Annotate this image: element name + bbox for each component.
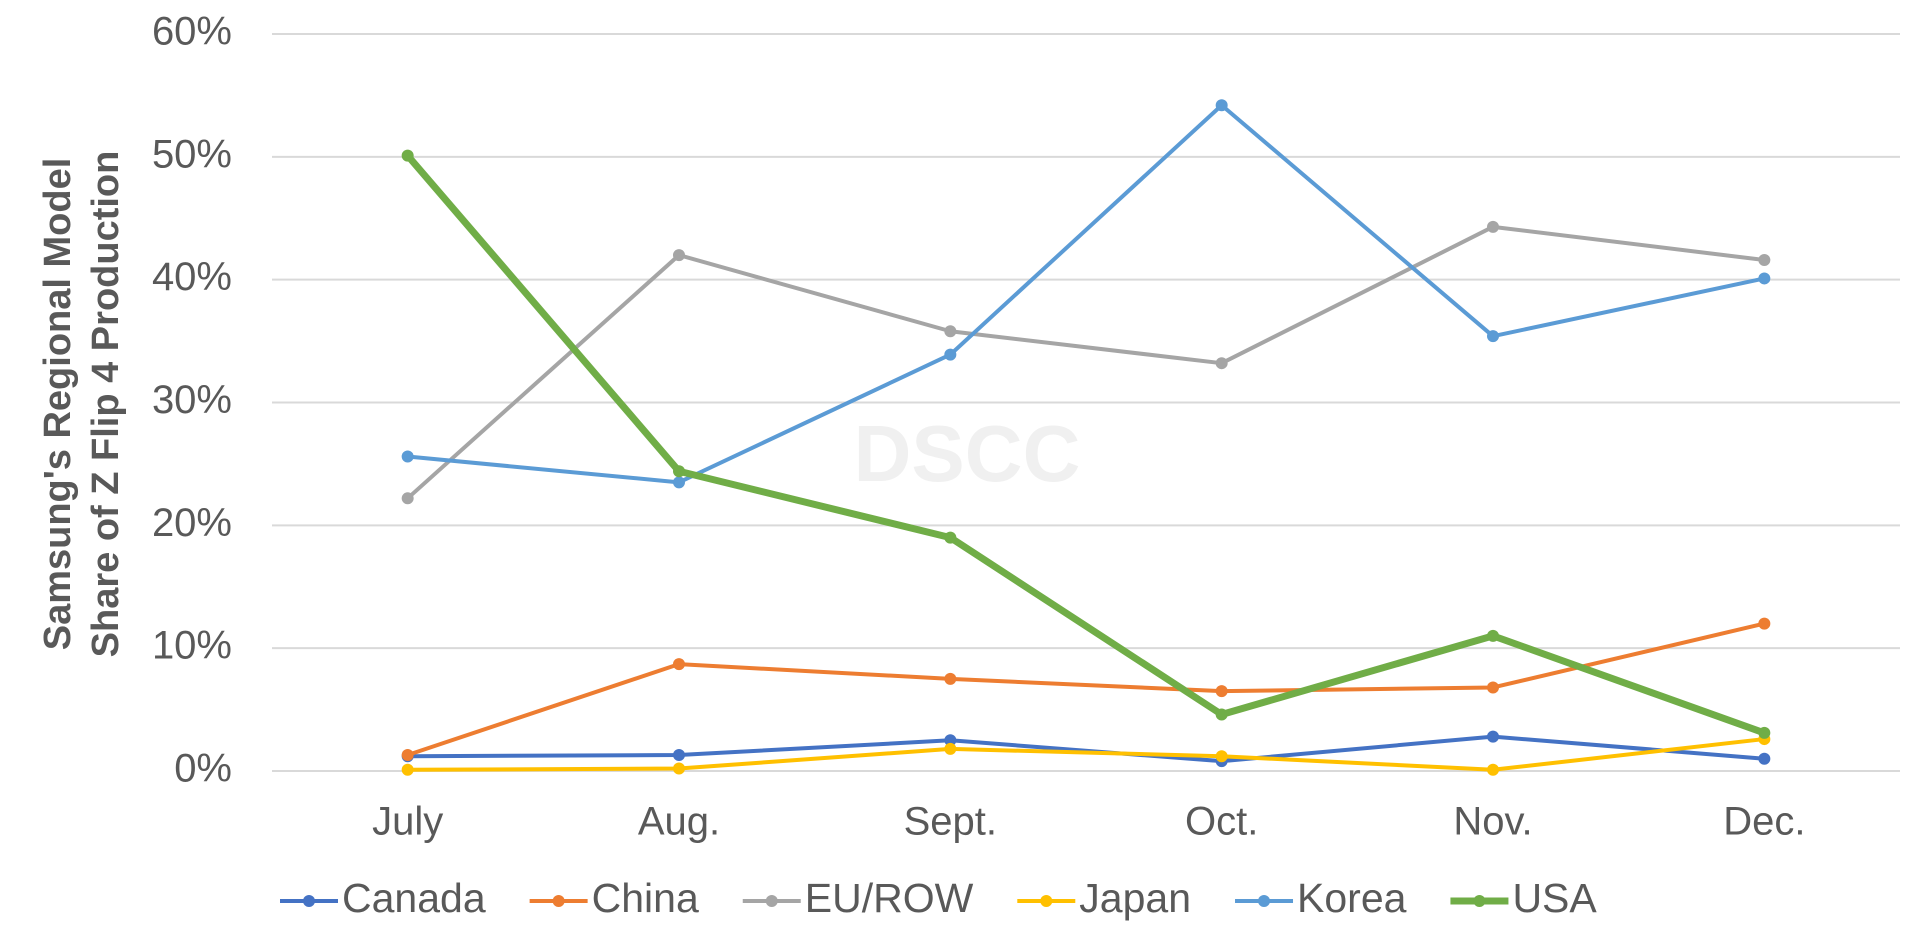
x-tick-label: Nov. — [1453, 800, 1532, 844]
point — [673, 476, 685, 489]
series-line — [407, 103, 1765, 485]
point — [1487, 730, 1499, 743]
y-tick-label: 40% — [152, 255, 232, 299]
legend-marker — [765, 895, 778, 907]
point — [944, 742, 957, 755]
point — [1215, 99, 1228, 112]
point — [944, 348, 957, 361]
y-axis-title-line: Share of Z Flip 4 Production — [85, 151, 127, 658]
point — [1215, 685, 1228, 698]
point — [1215, 708, 1228, 721]
point — [1758, 752, 1771, 765]
point — [944, 672, 957, 685]
point — [401, 149, 414, 162]
legend-marker — [1258, 895, 1271, 907]
point — [944, 325, 957, 338]
point — [944, 734, 957, 747]
point — [401, 492, 414, 505]
y-tick-label: 60% — [152, 10, 232, 54]
point — [673, 249, 685, 262]
point — [673, 658, 685, 671]
legend-label: Canada — [342, 875, 486, 921]
point — [1487, 763, 1499, 776]
y-tick-label: 50% — [152, 132, 232, 176]
point — [1758, 254, 1771, 267]
legend-marker — [303, 895, 315, 907]
point — [1758, 272, 1771, 285]
legend-marker — [552, 895, 565, 907]
legend-label: Korea — [1297, 875, 1407, 921]
point — [1215, 357, 1228, 370]
point — [401, 763, 414, 776]
point — [1487, 681, 1499, 694]
y-tick-label: 10% — [152, 624, 232, 668]
x-tick-label: Dec. — [1723, 800, 1805, 844]
series-line — [407, 621, 1765, 757]
point — [673, 465, 685, 478]
point — [401, 450, 414, 463]
series-line — [407, 734, 1765, 764]
x-tick-label: Sept. — [904, 800, 997, 844]
point — [1487, 330, 1499, 343]
y-tick-label: 30% — [152, 378, 232, 422]
point — [673, 762, 685, 775]
legend-marker — [1040, 895, 1053, 907]
legend-label: EU/ROW — [805, 875, 974, 921]
series-line — [406, 224, 1765, 500]
series-line — [407, 737, 1765, 772]
x-tick-label: Oct. — [1185, 800, 1258, 844]
point — [673, 749, 685, 762]
y-axis-title-line: Samsung's Regional Model — [37, 158, 79, 651]
x-tick-label: July — [372, 800, 443, 844]
point — [1758, 726, 1771, 739]
point — [1487, 220, 1499, 233]
watermark: DSCC — [854, 409, 1081, 498]
legend-label: China — [592, 875, 699, 921]
series-line — [405, 153, 1766, 737]
point — [944, 531, 957, 544]
y-tick-label: 20% — [152, 501, 232, 545]
point — [1215, 750, 1228, 763]
legend-label: USA — [1512, 875, 1597, 921]
y-axis-title: Samsung's Regional Model Share of Z Flip… — [37, 151, 127, 658]
x-tick-label: Aug. — [638, 800, 720, 844]
legend-marker — [1473, 895, 1486, 907]
point — [1758, 617, 1771, 630]
point — [1487, 629, 1499, 642]
legend-label: Japan — [1079, 875, 1191, 921]
y-tick-label: 0% — [174, 747, 232, 791]
point — [401, 749, 414, 762]
